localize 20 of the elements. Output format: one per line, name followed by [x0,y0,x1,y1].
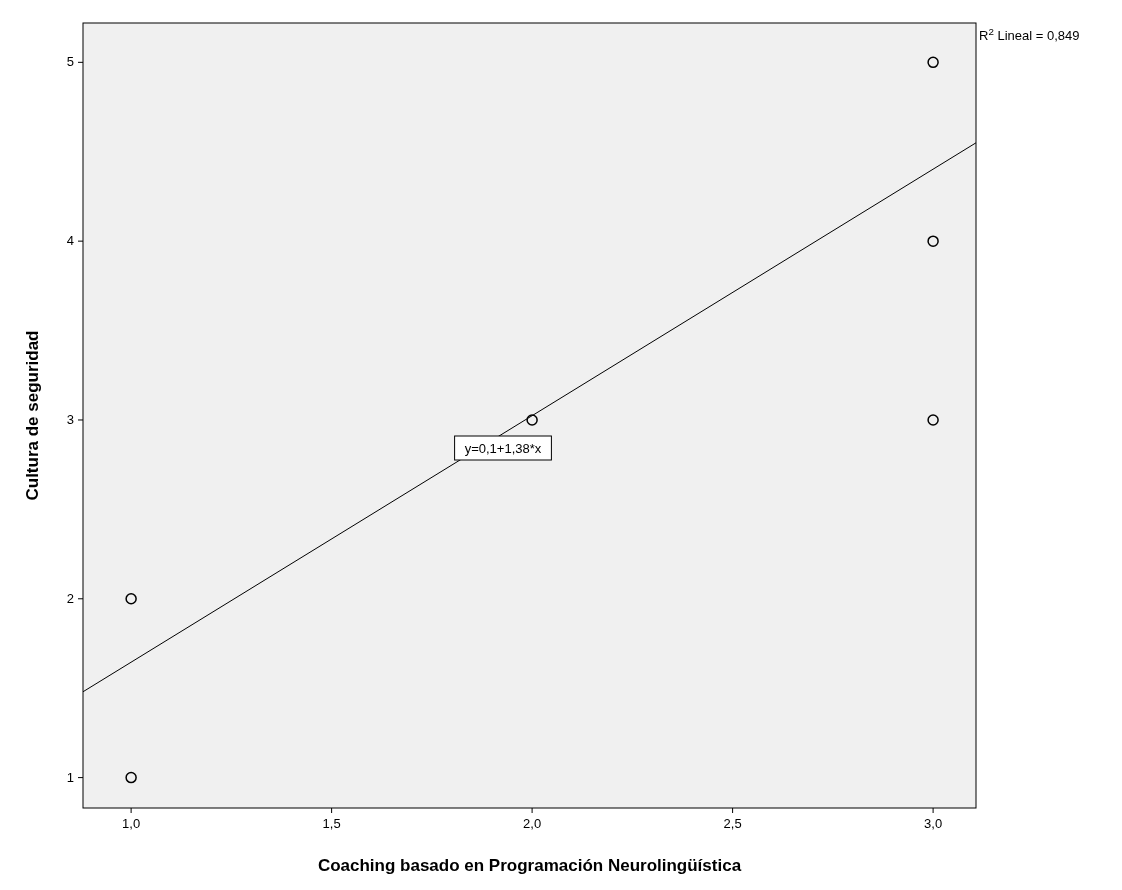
point [927,235,939,247]
text: R$^{2}$ Lineal = 0,849 [979,25,1080,43]
point [125,593,137,605]
point [125,771,137,784]
y-tick-label: 1 [66,769,74,785]
y-tick-label: 2 [66,590,74,606]
y-tick-label: 3 [66,411,74,427]
y-axis-title: Cultura de seguridad [23,330,42,501]
y-tick-label: 5 [66,54,74,70]
x-tick-label: 1,5 [322,816,341,831]
x-axis-title: Coaching basado en Programación Neurolingüística [317,856,742,875]
y-tick-label: 4 [66,233,74,249]
point [927,56,939,69]
x-tick-label: 3,0 [924,816,943,831]
x-tick-label: 2,5 [723,816,742,831]
annotation: y=0,1+1,38*x [464,441,542,456]
point [526,414,538,426]
x-tick-label: 1,0 [122,816,141,831]
point [927,414,939,426]
x-tick-label: 2,0 [523,816,542,831]
